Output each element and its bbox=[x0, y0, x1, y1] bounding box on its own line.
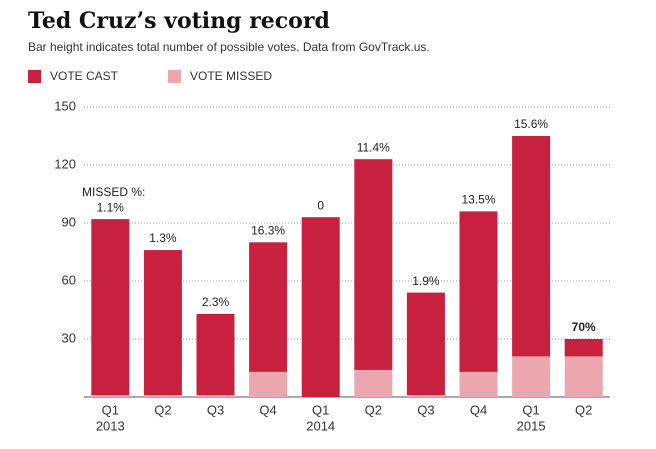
x-tick-label: Q3 bbox=[417, 402, 434, 417]
bar-segment bbox=[354, 369, 393, 397]
bar-segment bbox=[406, 395, 445, 397]
y-tick-label: 120 bbox=[54, 156, 76, 171]
x-tick-label: Q1 bbox=[312, 402, 329, 417]
missed-label: 70% bbox=[572, 320, 596, 334]
chart-subtitle: Bar height indicates total number of pos… bbox=[28, 40, 430, 54]
legend-label: VOTE MISSED bbox=[190, 69, 272, 83]
missed-label: 0 bbox=[317, 198, 324, 212]
legend-swatch bbox=[168, 70, 181, 83]
x-year-label: 2013 bbox=[96, 418, 125, 433]
missed-label: 13.5% bbox=[461, 193, 495, 207]
bar-segment bbox=[196, 395, 235, 397]
bar-segment bbox=[143, 250, 182, 396]
bar-segment bbox=[143, 395, 182, 397]
bar-segment bbox=[459, 211, 498, 372]
bar-segment bbox=[301, 217, 340, 397]
x-tick-label: Q1 bbox=[522, 402, 539, 417]
x-tick-label: Q4 bbox=[470, 402, 487, 417]
bar-segment bbox=[512, 356, 551, 397]
x-tick-label: Q2 bbox=[365, 402, 382, 417]
bar-segment bbox=[354, 159, 393, 370]
x-tick-label: Q1 bbox=[102, 402, 119, 417]
bar-segment bbox=[512, 136, 551, 357]
missed-label: 1.3% bbox=[149, 231, 177, 245]
missed-label: 2.3% bbox=[202, 295, 230, 309]
missed-label: 1.9% bbox=[412, 274, 440, 288]
chart-title: Ted Cruz’s voting record bbox=[28, 8, 330, 34]
x-year-label: 2015 bbox=[517, 418, 546, 433]
y-tick-label: 60 bbox=[62, 272, 76, 287]
x-tick-label: Q4 bbox=[259, 402, 276, 417]
y-tick-label: 150 bbox=[54, 98, 76, 113]
y-tick-label: 90 bbox=[62, 214, 76, 229]
bar-segment bbox=[249, 371, 288, 397]
x-tick-label: Q2 bbox=[575, 402, 592, 417]
bar-segment bbox=[564, 339, 603, 357]
legend-swatch bbox=[28, 70, 41, 83]
bar-segment bbox=[91, 395, 130, 397]
x-tick-label: Q3 bbox=[207, 402, 224, 417]
bar-segment bbox=[564, 356, 603, 397]
missed-label: 16.3% bbox=[251, 224, 285, 238]
missed-label-title: MISSED %: bbox=[82, 185, 145, 199]
bar-segment bbox=[91, 219, 130, 396]
missed-label: 1.1% bbox=[97, 200, 125, 214]
x-year-label: 2014 bbox=[306, 418, 335, 433]
bar-segment bbox=[459, 371, 498, 397]
legend-label: VOTE CAST bbox=[50, 69, 119, 83]
bar-segment bbox=[406, 292, 445, 396]
missed-label: 11.4% bbox=[357, 140, 390, 154]
bar-segment bbox=[196, 313, 235, 396]
missed-label: 15.6% bbox=[514, 117, 548, 131]
x-tick-label: Q2 bbox=[154, 402, 171, 417]
bar-segment bbox=[249, 242, 288, 372]
y-tick-label: 30 bbox=[62, 330, 76, 345]
